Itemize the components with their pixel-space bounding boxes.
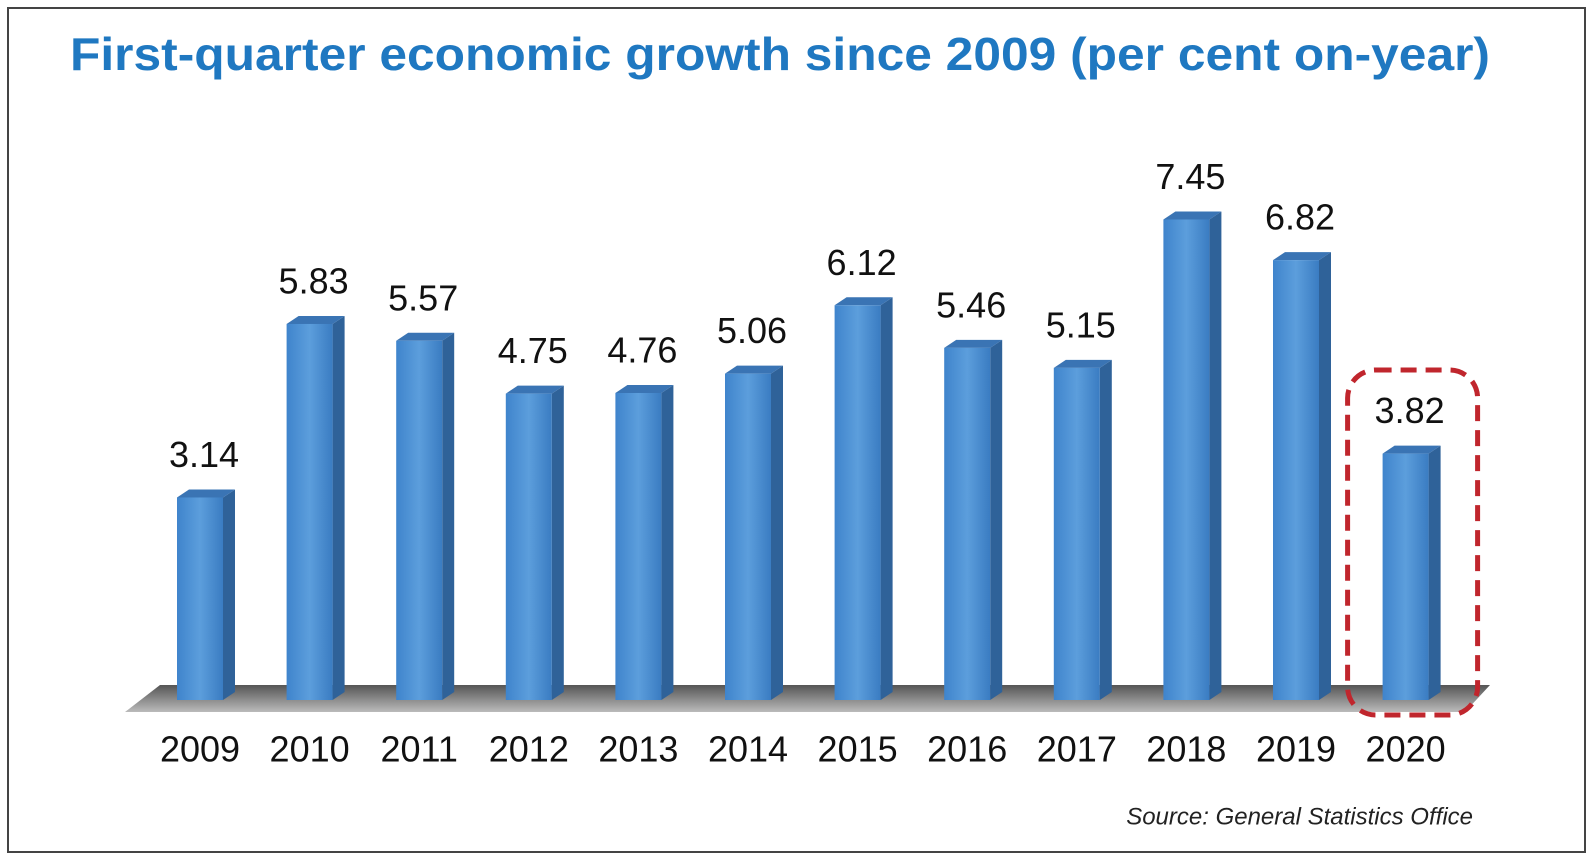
bar-side — [223, 489, 235, 700]
value-label: 5.83 — [279, 260, 349, 301]
bar — [615, 392, 662, 700]
bar-top — [1273, 252, 1331, 261]
x-tick-label: 2016 — [927, 729, 1007, 770]
bar — [1163, 219, 1210, 700]
bar-side — [332, 315, 345, 700]
value-label: 5.57 — [388, 277, 458, 318]
bar-side — [1319, 252, 1331, 701]
value-label: 5.46 — [936, 284, 1006, 325]
bar-side — [990, 339, 1003, 700]
value-label: 3.82 — [1375, 390, 1445, 431]
bar-top — [177, 489, 235, 498]
bar-side — [771, 365, 783, 700]
bar-side — [442, 332, 455, 700]
bar-top — [1163, 211, 1222, 220]
bar — [396, 340, 443, 700]
bar-top — [725, 365, 783, 374]
bar — [1273, 260, 1319, 700]
x-tick-label: 2014 — [708, 729, 788, 770]
bar — [725, 373, 771, 700]
bar — [1382, 453, 1429, 700]
value-label: 4.76 — [607, 329, 677, 370]
value-label: 7.45 — [1155, 156, 1225, 197]
bar-top — [286, 315, 345, 324]
x-tick-label: 2010 — [270, 729, 350, 770]
value-label: 6.82 — [1265, 197, 1335, 238]
bar — [1053, 367, 1100, 700]
source-note: Source: General Statistics Office — [1126, 803, 1473, 830]
x-tick-label: 2019 — [1256, 729, 1336, 770]
bar-side — [1428, 445, 1441, 700]
value-label: 5.15 — [1046, 304, 1116, 345]
bar — [834, 305, 881, 700]
x-tick-label: 2009 — [160, 729, 240, 770]
value-label: 3.14 — [169, 434, 239, 475]
x-tick-label: 2020 — [1366, 729, 1446, 770]
bar-side — [1209, 211, 1222, 700]
bar-top — [505, 385, 564, 394]
x-tick-label: 2012 — [489, 729, 569, 770]
x-tick-label: 2015 — [818, 729, 898, 770]
floor — [125, 685, 1490, 712]
bar-top — [834, 297, 893, 306]
bar-side — [1099, 359, 1112, 700]
value-label: 5.06 — [717, 310, 787, 351]
bar-side — [880, 297, 893, 700]
value-label: 6.12 — [827, 242, 897, 283]
x-tick-label: 2011 — [380, 729, 457, 770]
bar-top — [396, 332, 455, 341]
x-tick-label: 2018 — [1146, 729, 1226, 770]
bar-side — [661, 384, 674, 700]
bar-side — [551, 385, 564, 700]
bar-top — [944, 339, 1003, 348]
value-label: 4.75 — [498, 330, 568, 371]
bar — [505, 393, 552, 700]
bar-top — [615, 384, 674, 393]
highlight-box — [1345, 367, 1481, 718]
x-tick-label: 2017 — [1037, 729, 1117, 770]
bar — [286, 323, 333, 700]
chart-title: First-quarter economic growth since 2009… — [70, 28, 1490, 80]
bar — [944, 347, 991, 700]
bar-top — [1053, 359, 1112, 368]
bar-top — [1382, 445, 1441, 454]
bar — [177, 497, 223, 700]
x-tick-label: 2013 — [598, 729, 678, 770]
